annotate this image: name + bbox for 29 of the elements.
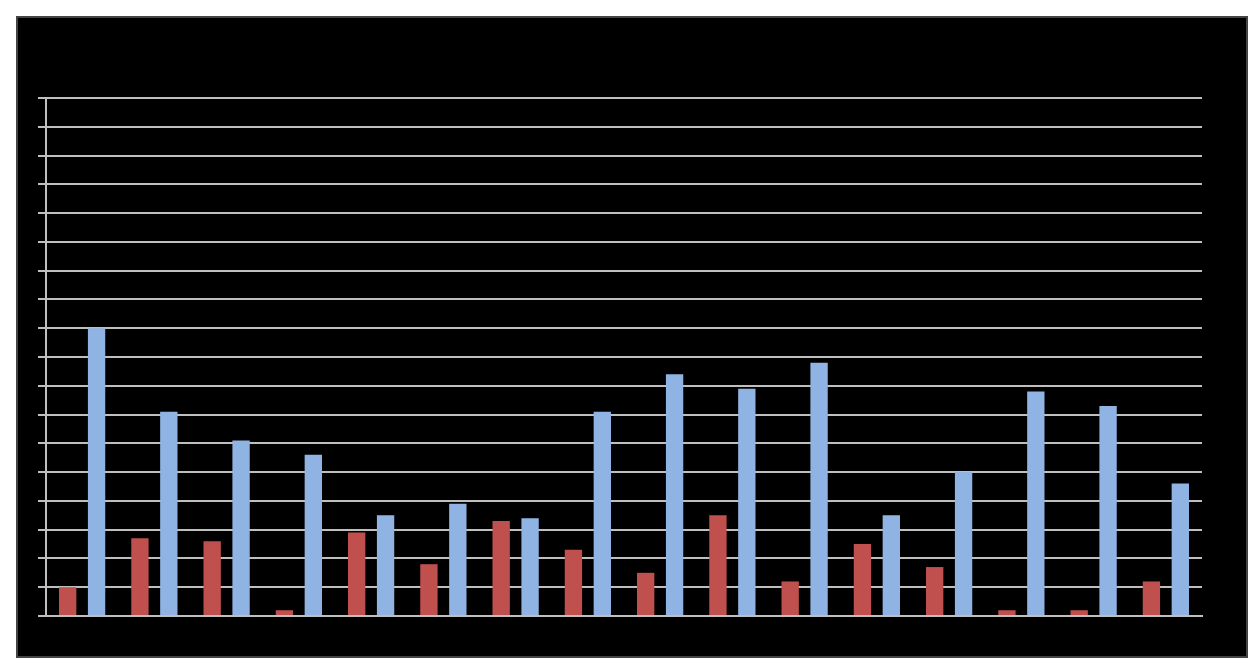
bar (593, 411, 611, 615)
bar (954, 472, 973, 615)
bar (926, 567, 944, 615)
bar (449, 503, 467, 615)
bar (420, 564, 438, 615)
bar (1099, 405, 1117, 615)
bar (1171, 483, 1189, 615)
bar (781, 581, 799, 615)
bar (304, 454, 322, 615)
bar (160, 411, 178, 615)
bar (637, 572, 655, 615)
bar (882, 515, 900, 615)
bar (131, 538, 149, 615)
bar (564, 549, 583, 615)
bar (521, 518, 539, 615)
bar (1142, 581, 1161, 615)
bar (1027, 391, 1045, 615)
bar (376, 515, 395, 615)
bar (232, 440, 250, 615)
bar (348, 532, 366, 615)
bar (709, 515, 727, 615)
bar (738, 388, 756, 615)
bar (203, 541, 221, 615)
bar (87, 328, 106, 615)
bar (810, 362, 828, 615)
bar (665, 374, 684, 615)
bar (492, 521, 510, 615)
bar (853, 544, 872, 615)
bar (59, 587, 77, 615)
